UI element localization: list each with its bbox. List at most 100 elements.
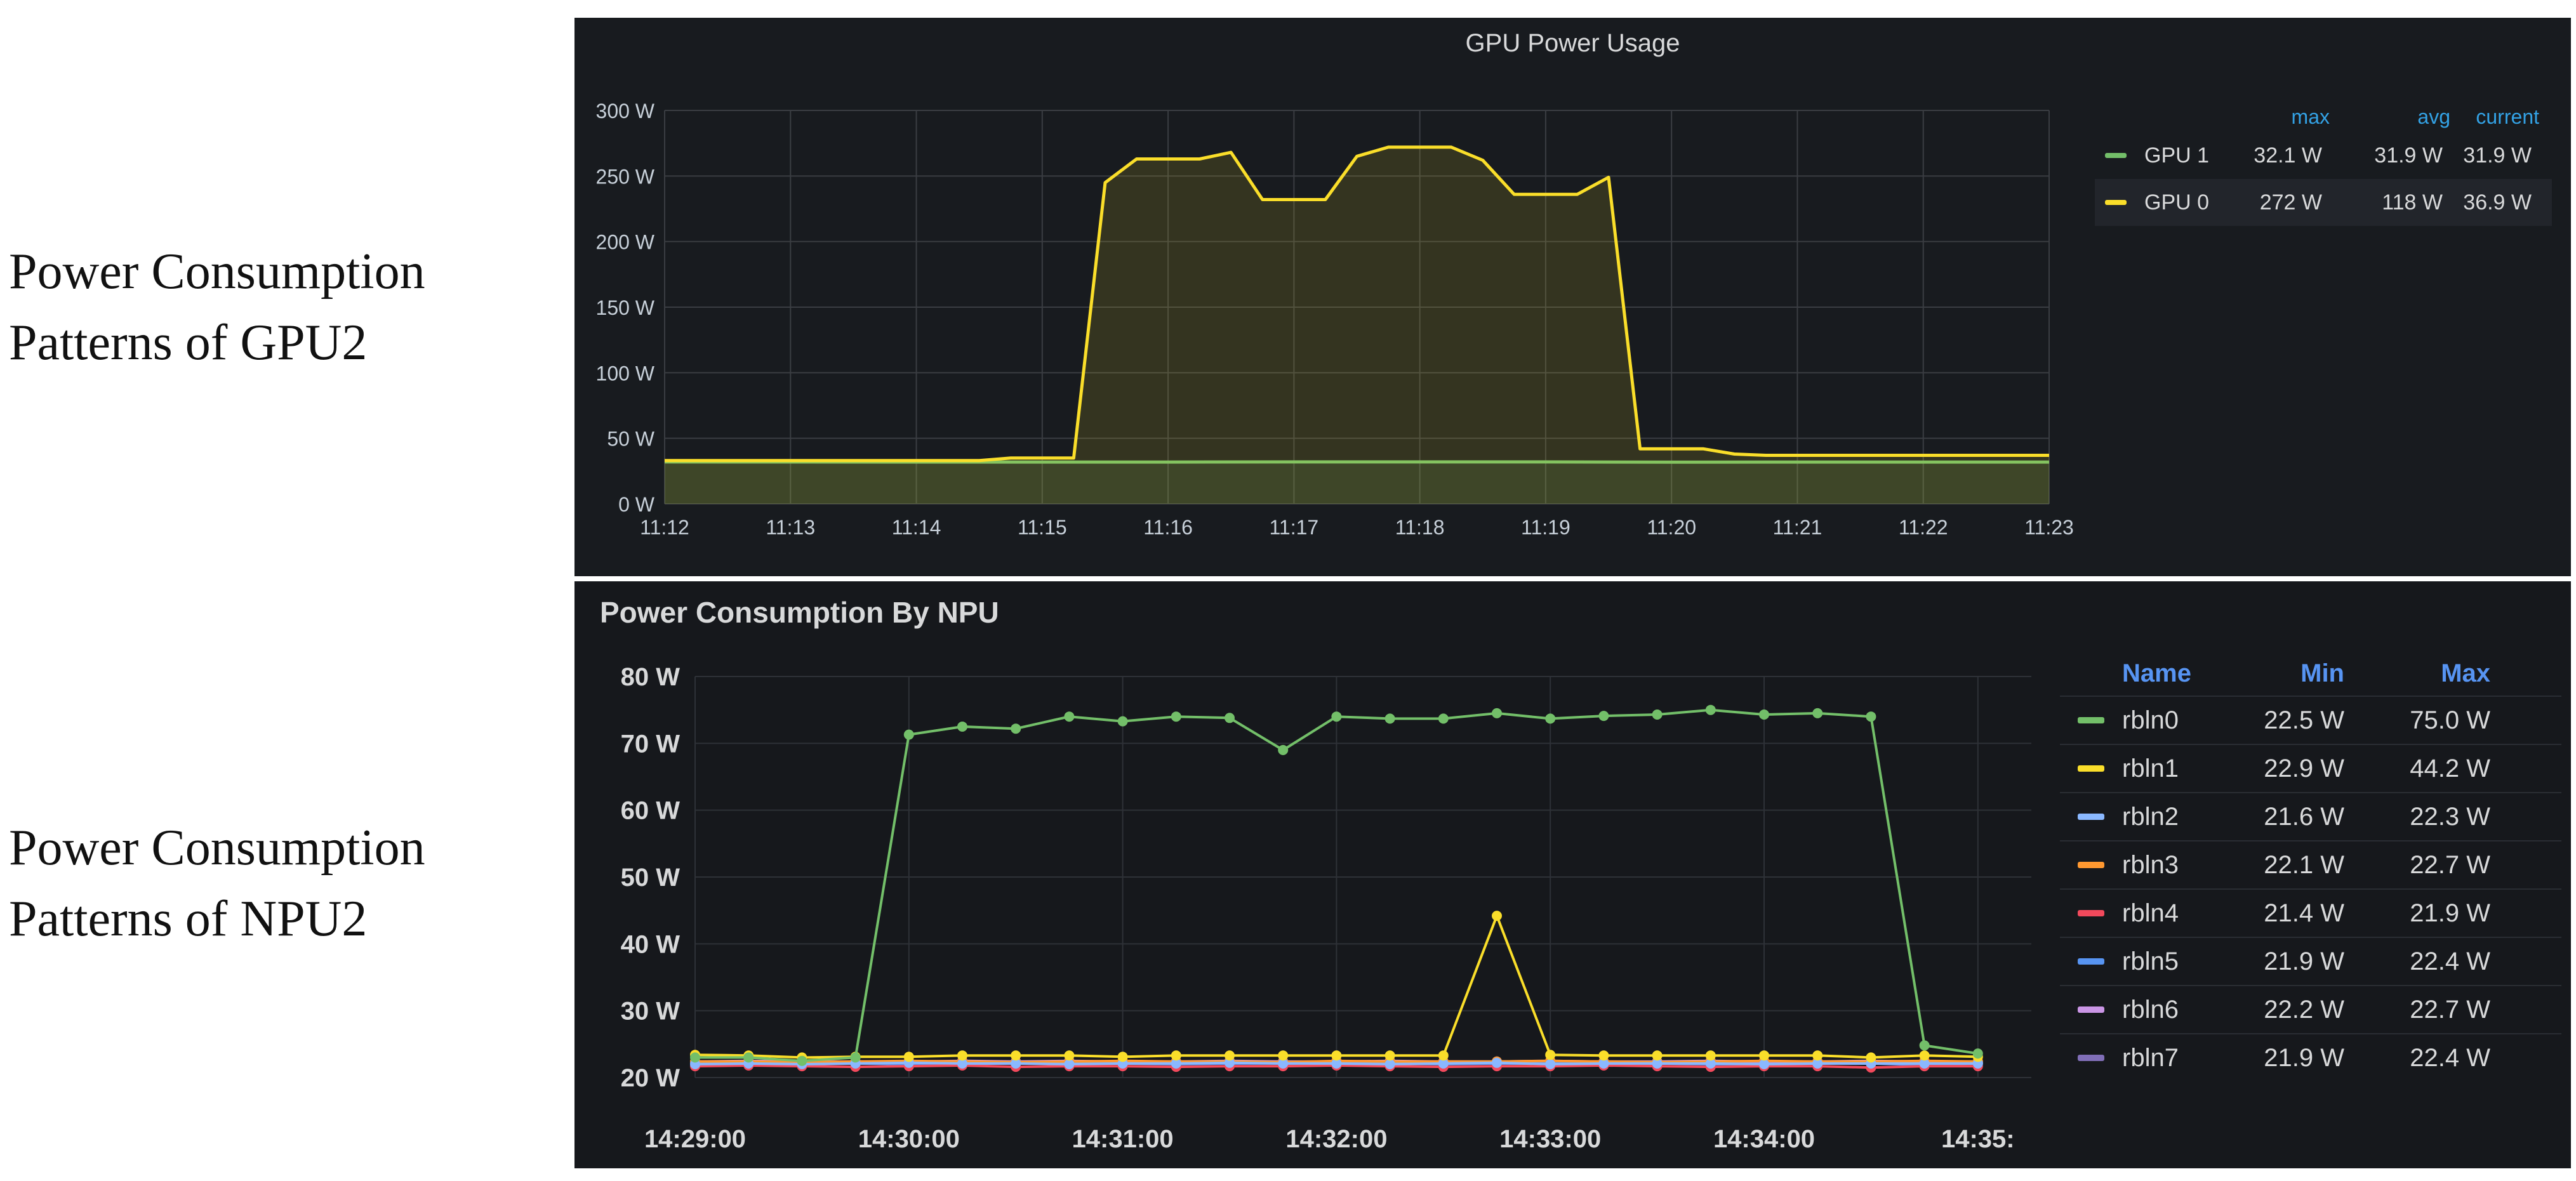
npu-legend-row-rbln1[interactable]: rbln1 22.9 W 44.2 W <box>2060 744 2561 792</box>
npu-legend-row-rbln4[interactable]: rbln4 21.4 W 21.9 W <box>2060 888 2561 937</box>
rbln4-swatch <box>2078 910 2104 916</box>
npu-point-rbln0 <box>1492 708 1502 718</box>
gpu-xtick-label: 11:16 <box>1143 516 1193 539</box>
rbln4-name: rbln4 <box>2122 899 2179 927</box>
npu-point-rbln0 <box>1064 711 1075 722</box>
npu-point-rbln1 <box>1545 1050 1556 1060</box>
rbln1-swatch <box>2078 765 2104 772</box>
rbln7-min: 21.9 W <box>2264 1043 2344 1072</box>
npu-xtick-label: 14:35: <box>1941 1125 2015 1153</box>
npu-ytick-label: 60 W <box>621 797 681 825</box>
npu-point-rbln2 <box>1384 1059 1395 1069</box>
rbln5-swatch <box>2078 958 2104 965</box>
npu-point-rbln2 <box>957 1058 967 1069</box>
gpu0-avg: 118 W <box>2382 190 2443 214</box>
npu-point-rbln2 <box>1492 1057 1502 1068</box>
npu-ytick-label: 30 W <box>621 998 681 1026</box>
rbln7-name: rbln7 <box>2122 1043 2179 1072</box>
npu-point-rbln0 <box>1759 709 1769 720</box>
npu-legend-header-min: Min <box>2300 659 2344 687</box>
npu-point-rbln1 <box>1384 1050 1395 1061</box>
npu-point-rbln1 <box>903 1052 914 1062</box>
npu-point-rbln2 <box>1278 1058 1289 1069</box>
npu-point-rbln0 <box>1812 708 1823 718</box>
gpu-legend-header-max: max <box>2291 105 2330 128</box>
npu-point-rbln0 <box>743 1052 754 1063</box>
npu-legend-row-rbln0[interactable]: rbln0 22.5 W 75.0 W <box>2060 696 2561 744</box>
rbln3-swatch <box>2078 862 2104 868</box>
rbln0-max: 75.0 W <box>2410 706 2490 734</box>
gpu-ytick-label: 250 W <box>596 165 655 188</box>
gpu-ytick-label: 200 W <box>596 231 655 254</box>
npu-point-rbln0 <box>690 1052 700 1063</box>
npu-point-rbln0 <box>903 729 914 740</box>
gpu0-name: GPU 0 <box>2144 190 2210 214</box>
gpu-area-GPU 1 <box>665 461 2049 504</box>
rbln6-min: 22.2 W <box>2264 995 2344 1024</box>
npu-point-rbln1 <box>1011 1050 1021 1061</box>
npu-point-rbln0 <box>1331 711 1342 722</box>
gpu-xtick-label: 11:19 <box>1521 516 1570 539</box>
gpu-ytick-label: 50 W <box>607 428 654 451</box>
npu-point-rbln2 <box>1225 1057 1235 1068</box>
npu-point-rbln0 <box>797 1055 807 1066</box>
npu-xtick-label: 14:33:00 <box>1499 1125 1601 1153</box>
rbln3-name: rbln3 <box>2122 850 2179 879</box>
rbln0-swatch <box>2078 717 2104 723</box>
gpu1-max: 32.1 W <box>2254 143 2322 168</box>
gpu-legend-header-current: current <box>2476 105 2539 128</box>
npu-point-rbln0 <box>1598 711 1609 722</box>
npu-xtick-label: 14:34:00 <box>1713 1125 1815 1153</box>
npu-legend-row-rbln7[interactable]: rbln7 21.9 W 22.4 W <box>2060 1033 2561 1081</box>
npu-point-rbln0 <box>1278 744 1289 755</box>
rbln6-max: 22.7 W <box>2410 995 2490 1024</box>
npu-point-rbln2 <box>1652 1058 1663 1069</box>
npu-side-label-line2: Patterns of NPU2 <box>9 891 368 947</box>
npu-xtick-label: 14:30:00 <box>858 1125 960 1153</box>
gpu-area-GPU 0 <box>665 147 2049 504</box>
rbln5-name: rbln5 <box>2122 947 2179 975</box>
npu-legend-row-rbln2[interactable]: rbln2 21.6 W 22.3 W <box>2060 792 2561 840</box>
gpu-power-panel: GPU Power Usage 0 W 50 W 100 W 150 W 200 W 25… <box>574 18 2571 576</box>
gpu1-current: 31.9 W <box>2463 143 2532 168</box>
rbln1-name: rbln1 <box>2122 754 2179 782</box>
gpu-legend: max avg current GPU 1 32.1 W 31.9 W 31.9… <box>2095 102 2552 226</box>
npu-point-rbln0 <box>1171 711 1181 722</box>
npu-legend-row-rbln3[interactable]: rbln3 22.1 W 22.7 W <box>2060 840 2561 888</box>
gpu1-name: GPU 1 <box>2144 143 2210 168</box>
rbln4-min: 21.4 W <box>2264 899 2344 927</box>
npu-side-label-line1: Power Consumption <box>9 820 425 876</box>
gpu-xtick-label: 11:21 <box>1773 516 1822 539</box>
npu-point-rbln0 <box>1545 713 1556 724</box>
npu-chart-title: Power Consumption By NPU <box>600 596 999 629</box>
gpu-xtick-label: 11:15 <box>1018 516 1067 539</box>
npu-legend-header-name: Name <box>2122 659 2191 687</box>
npu-point-rbln2 <box>1919 1058 1930 1069</box>
npu-legend-row-rbln6[interactable]: rbln6 22.2 W 22.7 W <box>2060 985 2561 1033</box>
npu-ytick-label: 50 W <box>621 864 681 892</box>
npu-ytick-label: 80 W <box>621 663 681 691</box>
rbln3-max: 22.7 W <box>2410 850 2490 879</box>
npu-legend-row-rbln5[interactable]: rbln5 21.9 W 22.4 W <box>2060 937 2561 985</box>
npu-point-rbln1 <box>1492 911 1502 921</box>
gpu-legend-row-gpu0[interactable]: GPU 0 272 W 118 W 36.9 W <box>2095 179 2552 226</box>
gpu-legend-row-gpu1[interactable]: GPU 1 32.1 W 31.9 W 31.9 W <box>2095 132 2552 179</box>
rbln0-name: rbln0 <box>2122 706 2179 734</box>
npu-point-rbln1 <box>1866 1052 1876 1063</box>
npu-point-rbln1 <box>1117 1052 1128 1062</box>
npu-legend-header-max: Max <box>2441 659 2490 687</box>
npu-point-rbln0 <box>1225 713 1235 723</box>
gpu-side-label-line2: Patterns of GPU2 <box>9 315 368 371</box>
rbln7-swatch <box>2078 1055 2104 1061</box>
npu-point-rbln2 <box>1759 1059 1769 1069</box>
rbln1-min: 22.9 W <box>2264 754 2344 782</box>
npu-point-rbln2 <box>1438 1058 1449 1069</box>
npu-xtick-label: 14:32:00 <box>1285 1125 1387 1153</box>
npu-legend-header: Name Min Max <box>2060 651 2561 696</box>
gpu-xtick-label: 11:22 <box>1899 516 1948 539</box>
npu-point-rbln1 <box>1171 1050 1181 1061</box>
npu-point-rbln1 <box>957 1050 967 1061</box>
npu-point-rbln0 <box>1972 1048 1983 1059</box>
npu-point-rbln2 <box>1331 1058 1342 1069</box>
rbln2-max: 22.3 W <box>2410 802 2490 831</box>
